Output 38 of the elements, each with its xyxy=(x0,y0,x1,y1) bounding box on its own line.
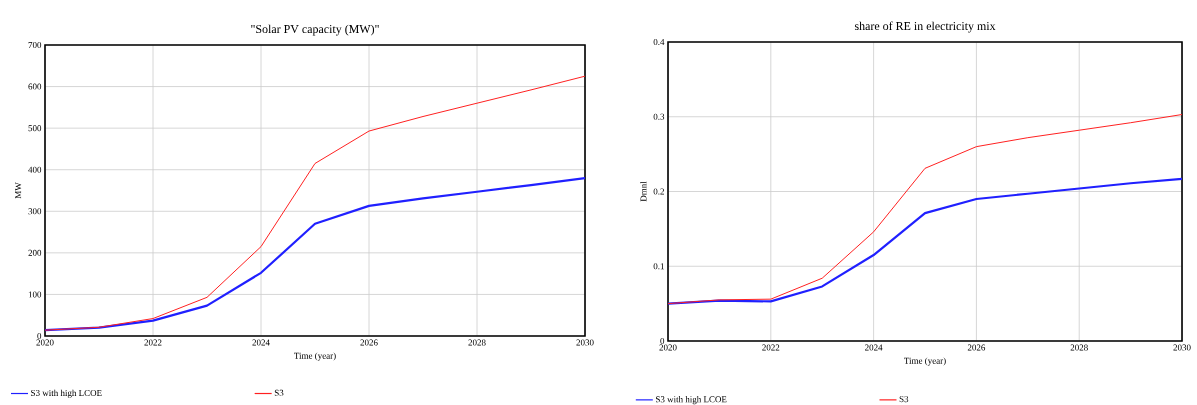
line-series xyxy=(668,114,1183,305)
x-tick-label: 2022 xyxy=(144,339,162,346)
x-tick-label: 2026 xyxy=(967,344,986,351)
y-axis-title: MW xyxy=(15,182,22,199)
x-axis-title: Time (year) xyxy=(904,357,946,366)
y-tick-label: 600 xyxy=(28,83,42,90)
y-tick-label: 700 xyxy=(28,41,42,49)
y-tick-label: 0.4 xyxy=(653,38,665,46)
y-tick-label: 400 xyxy=(28,166,42,173)
x-tick-label: 2028 xyxy=(1070,344,1088,351)
legend-label: S3 xyxy=(899,396,909,403)
legend-label: S3 with high LCOE xyxy=(656,396,727,405)
x-tick-label: 2024 xyxy=(252,339,270,346)
y-tick-label: 0 xyxy=(660,337,665,345)
line-series xyxy=(668,177,1183,305)
y-tick-label: 0.2 xyxy=(653,188,664,195)
y-tick-label: 0 xyxy=(37,332,42,340)
x-tick-label: 2028 xyxy=(468,339,486,346)
x-tick-label: 2022 xyxy=(762,344,780,351)
legend-label: S3 with high LCOE xyxy=(31,389,102,398)
y-tick-label: 100 xyxy=(28,291,42,298)
x-tick-label: 2020 xyxy=(36,339,54,346)
chart-title: share of RE in electricity mix xyxy=(854,21,996,33)
x-axis-title: Time (year) xyxy=(294,352,336,361)
y-axis-title: Dmnl xyxy=(640,181,647,202)
line-series xyxy=(45,75,586,331)
x-tick-label: 2030 xyxy=(576,339,594,346)
x-tick-label: 2024 xyxy=(865,344,883,351)
y-tick-label: 0.3 xyxy=(653,113,665,120)
y-tick-label: 200 xyxy=(28,249,42,256)
y-tick-label: 0.1 xyxy=(653,263,664,270)
y-tick-label: 500 xyxy=(28,125,42,132)
x-tick-label: 2030 xyxy=(1173,344,1191,351)
legend-label: S3 xyxy=(274,389,284,396)
y-tick-label: 300 xyxy=(28,208,42,215)
x-tick-label: 2020 xyxy=(659,344,677,351)
chart-title: "Solar PV capacity (MW)" xyxy=(251,24,379,36)
x-tick-label: 2026 xyxy=(360,339,378,346)
